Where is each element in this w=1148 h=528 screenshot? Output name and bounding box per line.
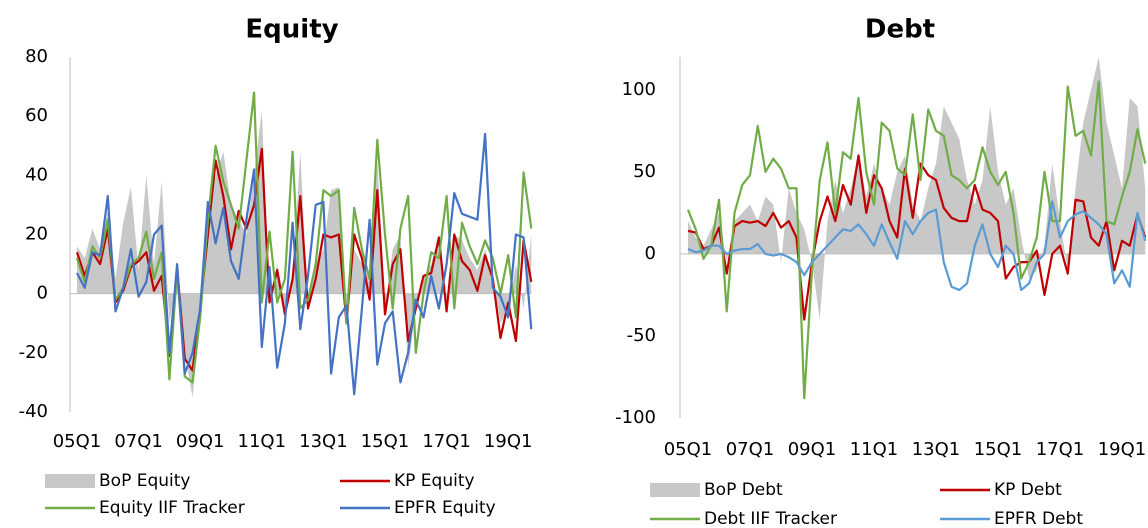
legend-swatch <box>45 474 95 488</box>
x-tick-label: 09Q1 <box>176 431 225 452</box>
y-tick-label: -50 <box>627 325 656 346</box>
x-tick-label: 19Q1 <box>484 431 533 452</box>
x-tick-label: 15Q1 <box>361 431 410 452</box>
legend-label: BoP Debt <box>704 480 783 500</box>
x-tick-label: 17Q1 <box>1036 439 1085 460</box>
legend-label: EPFR Equity <box>394 498 496 518</box>
x-tick-label: 15Q1 <box>974 439 1023 460</box>
chart-title: Equity <box>245 15 338 45</box>
legend-label: KP Equity <box>394 471 475 491</box>
x-tick-label: 17Q1 <box>422 431 471 452</box>
chart-title: Debt <box>865 15 935 45</box>
y-tick-label: 60 <box>25 105 48 126</box>
y-tick-label: -40 <box>19 401 48 422</box>
y-tick-label: -20 <box>19 342 48 363</box>
line <box>75 147 533 372</box>
y-tick-label: 80 <box>25 46 48 67</box>
y-tick-label: 50 <box>633 161 656 182</box>
legend-label: Equity IIF Tracker <box>99 498 245 518</box>
legend-label: Debt IIF Tracker <box>704 509 837 528</box>
line <box>687 200 1147 292</box>
line <box>687 154 1147 321</box>
legend-label: EPFR Debt <box>994 509 1083 528</box>
y-tick-label: -100 <box>615 407 656 428</box>
y-tick-label: 40 <box>25 164 48 185</box>
x-tick-label: 07Q1 <box>114 431 163 452</box>
x-tick-label: 05Q1 <box>664 439 713 460</box>
x-tick-label: 13Q1 <box>912 439 961 460</box>
y-tick-label: 20 <box>25 224 48 245</box>
x-tick-label: 11Q1 <box>238 431 287 452</box>
legend-label: KP Debt <box>994 480 1062 500</box>
y-tick-label: 100 <box>622 79 656 100</box>
line <box>686 80 1147 400</box>
y-tick-label: 0 <box>645 243 656 264</box>
x-tick-label: 09Q1 <box>788 439 837 460</box>
x-tick-label: 07Q1 <box>726 439 775 460</box>
x-tick-label: 13Q1 <box>299 431 348 452</box>
legend-swatch <box>650 483 700 497</box>
x-tick-label: 19Q1 <box>1098 439 1147 460</box>
legend-label: BoP Equity <box>99 471 190 491</box>
x-tick-label: 05Q1 <box>53 431 102 452</box>
y-tick-label: 0 <box>37 283 48 304</box>
x-tick-label: 11Q1 <box>850 439 899 460</box>
line <box>76 132 533 396</box>
